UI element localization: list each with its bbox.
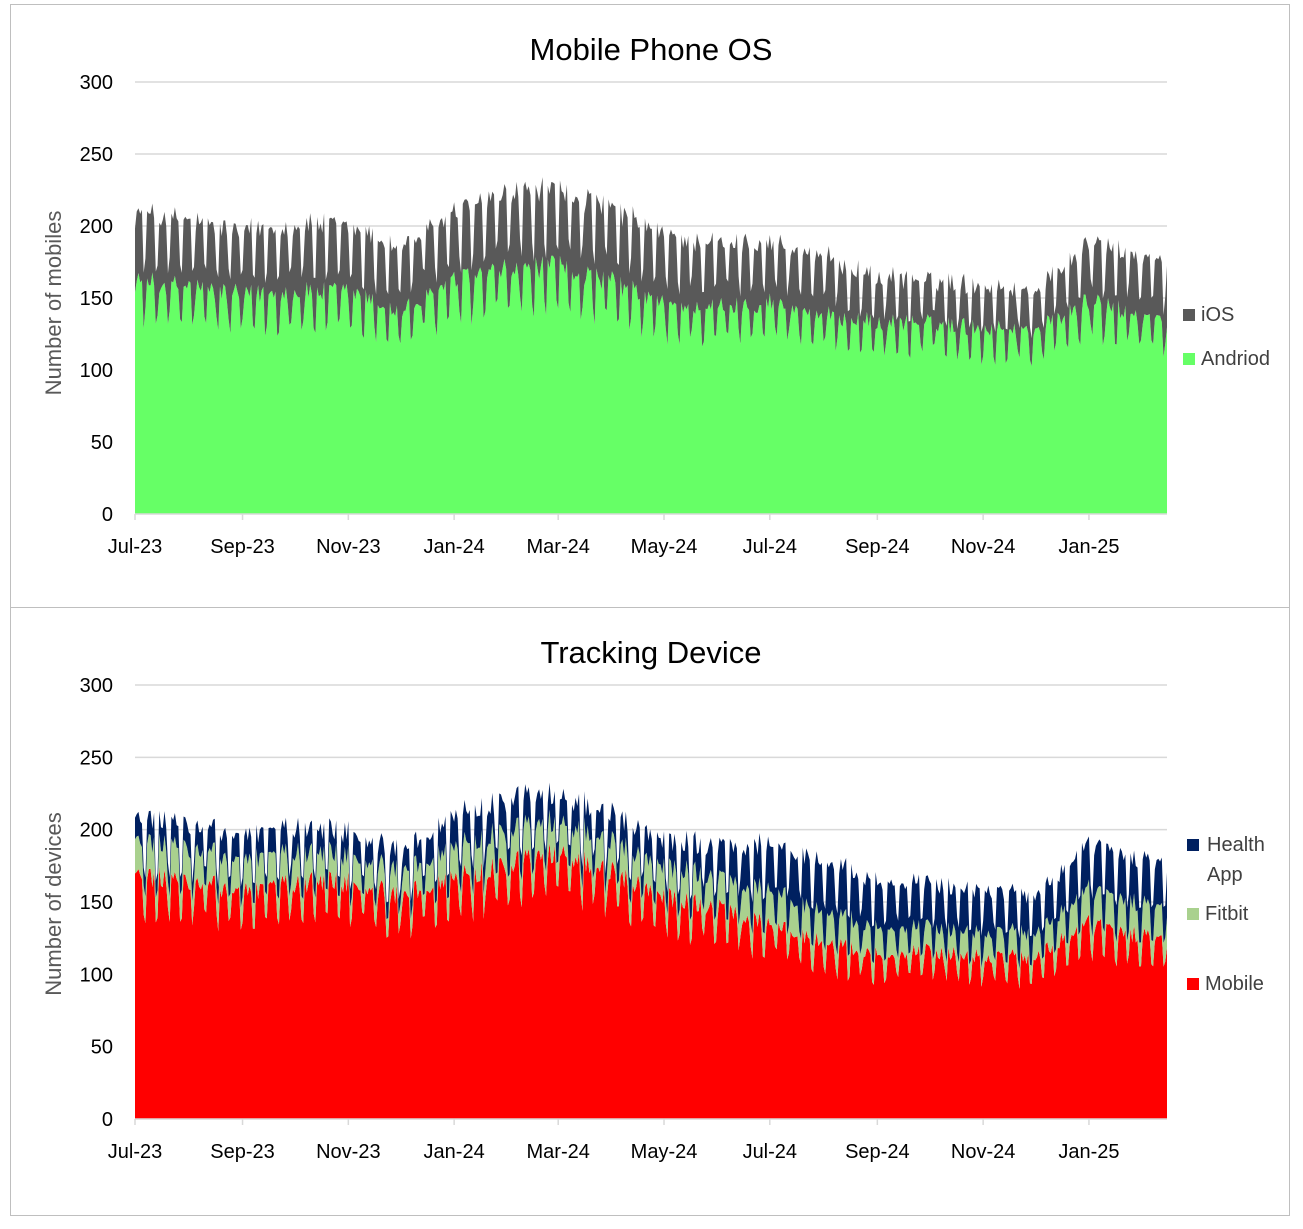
legend-label: Mobile: [1205, 973, 1264, 995]
y-tick-label: 0: [102, 504, 113, 526]
x-tick-label: Jul-24: [743, 536, 797, 558]
legend-label: iOS: [1201, 304, 1234, 326]
x-tick-label: Sep-24: [845, 1141, 910, 1163]
x-tick-label: Sep-23: [210, 1141, 275, 1163]
area-series-health-app: [135, 782, 1167, 969]
y-tick-label: 100: [80, 360, 113, 382]
x-tick-label: Jan-24: [424, 1141, 485, 1163]
legend-swatch-fitbit: [1187, 908, 1199, 920]
y-tick-label: 200: [80, 820, 113, 842]
y-axis-label: Number of mobiles: [41, 211, 66, 396]
chart-panel-tracking-device: Tracking Device 0 50 100 150 200 250 300 Jul-23…: [10, 607, 1290, 1216]
legend-label: App: [1207, 864, 1243, 886]
axes: 0 50 100 150 200 250 300 Jul-23 Sep-23 Nov-23 Jan-…: [80, 72, 1167, 558]
area-series-andriod: [135, 255, 1167, 514]
x-tick-label: Jan-24: [424, 536, 485, 558]
legend: iOS Andriod: [1183, 304, 1270, 370]
y-tick-label: 0: [102, 1109, 113, 1131]
areas: [135, 177, 1167, 514]
y-tick-label: 250: [80, 747, 113, 769]
y-tick-label: 100: [80, 964, 113, 986]
x-tick-label: Mar-24: [527, 536, 590, 558]
areas: [135, 782, 1167, 1119]
legend-swatch-health-app: [1187, 839, 1199, 851]
chart-mobile-os: Mobile Phone OS 0 50 100 150 200 250 300 Jul-23…: [41, 32, 1270, 558]
x-tick-label: Jul-24: [743, 1141, 797, 1163]
x-tick-label: Jul-23: [108, 536, 162, 558]
chart-title: Tracking Device: [540, 635, 761, 670]
y-tick-label: 150: [80, 288, 113, 310]
x-tick-label: Sep-23: [210, 536, 275, 558]
x-tick-label: May-24: [631, 1141, 698, 1163]
legend: Health App Fitbit Mobile: [1187, 834, 1265, 995]
y-tick-label: 150: [80, 892, 113, 914]
legend-swatch-mobile: [1187, 978, 1199, 990]
x-tick-label: May-24: [631, 536, 698, 558]
y-tick-label: 200: [80, 216, 113, 238]
y-tick-label: 50: [91, 1037, 113, 1059]
y-tick-label: 300: [80, 72, 113, 94]
chart-title: Mobile Phone OS: [530, 32, 773, 67]
x-tick-label: Nov-23: [316, 536, 380, 558]
axes: 0 50 100 150 200 250 300 Jul-23 Sep-23 Nov-23 Jan-…: [80, 675, 1167, 1163]
legend-label: Fitbit: [1205, 903, 1249, 925]
y-tick-label: 250: [80, 144, 113, 166]
x-tick-label: Nov-24: [951, 1141, 1015, 1163]
legend-swatch-ios: [1183, 309, 1195, 321]
x-tick-label: Sep-24: [845, 536, 910, 558]
x-tick-label: Nov-23: [316, 1141, 380, 1163]
x-tick-label: Mar-24: [527, 1141, 590, 1163]
x-tick-label: Jan-25: [1058, 1141, 1119, 1163]
legend-label: Health: [1207, 834, 1265, 856]
x-tick-label: Jan-25: [1058, 536, 1119, 558]
legend-label: Andriod: [1201, 348, 1270, 370]
chart-tracking-device: Tracking Device 0 50 100 150 200 250 300 Jul-23…: [41, 635, 1265, 1163]
legend-swatch-andriod: [1183, 353, 1195, 365]
y-tick-label: 300: [80, 675, 113, 697]
y-axis-label: Number of devices: [41, 812, 66, 995]
area-series-ios: [135, 177, 1167, 367]
y-tick-label: 50: [91, 432, 113, 454]
x-tick-label: Jul-23: [108, 1141, 162, 1163]
x-tick-label: Nov-24: [951, 536, 1015, 558]
chart-panel-mobile-os: Mobile Phone OS 0 50 100 150 200 250 300 Jul-23…: [10, 4, 1290, 608]
area-series-mobile: [135, 842, 1167, 1119]
